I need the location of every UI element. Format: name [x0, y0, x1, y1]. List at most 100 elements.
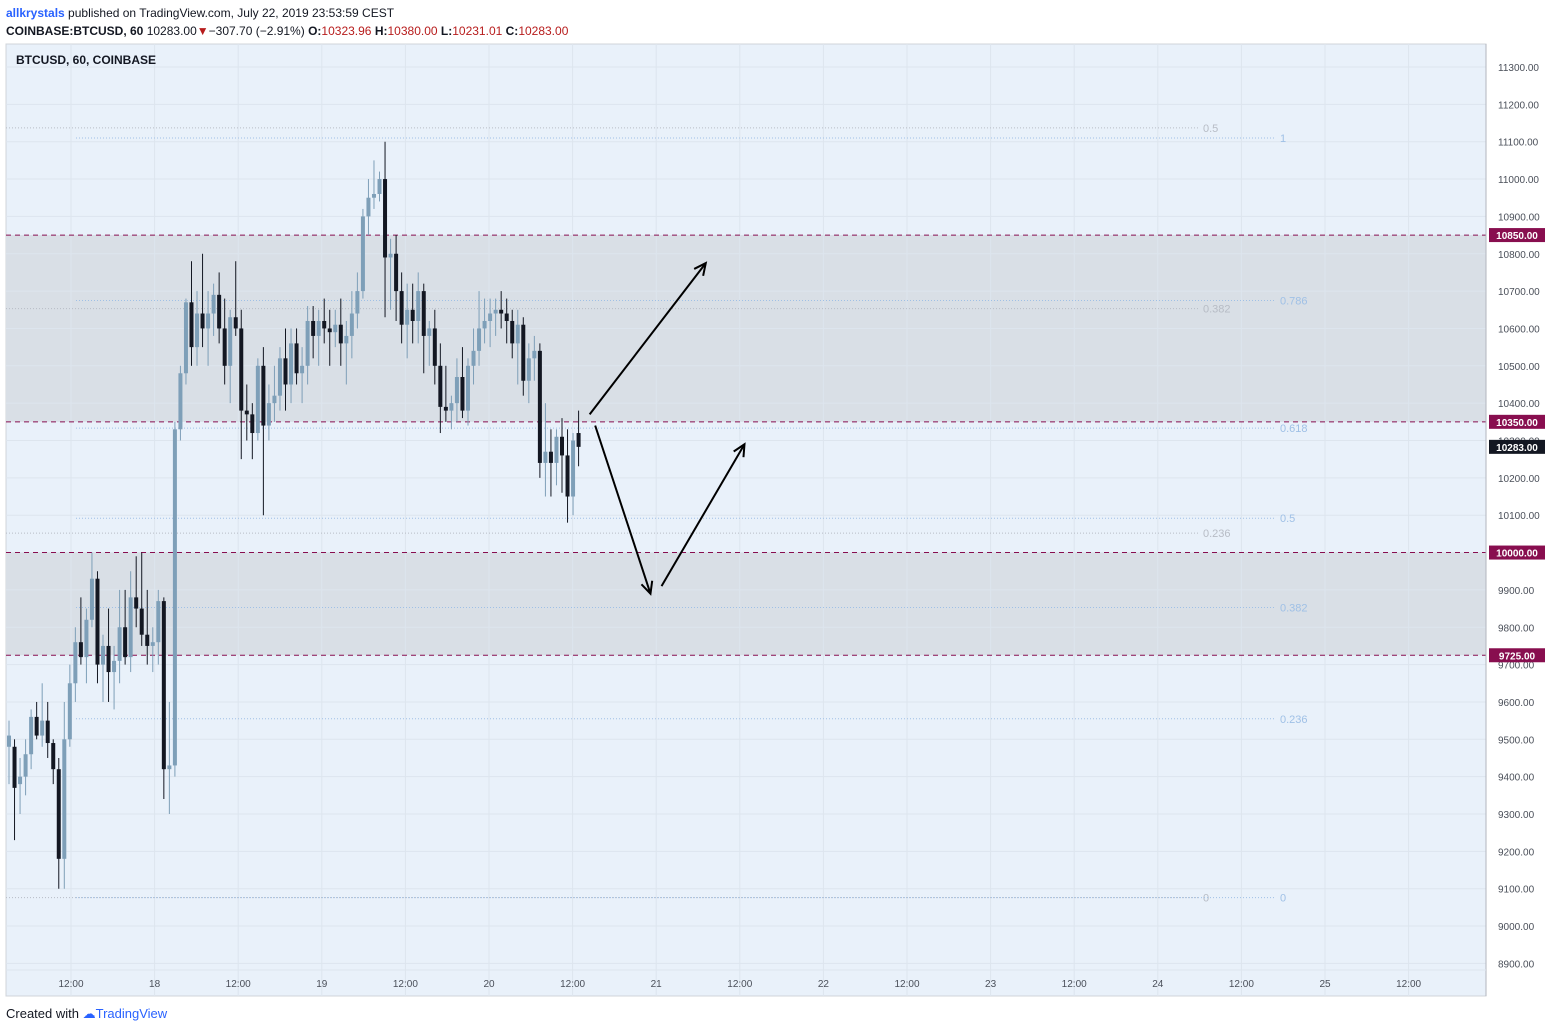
candle-body [366, 197, 371, 217]
fib-outer-label: 0.618 [1280, 423, 1308, 435]
candle-body [349, 313, 354, 336]
time-tick-label: 12:00 [58, 979, 83, 990]
fib-inner-label: 0 [1203, 893, 1209, 905]
last-price-label: 10283.00 [1496, 443, 1538, 454]
candle-body [454, 377, 459, 404]
high-value: 10380.00 [387, 24, 438, 38]
candle-body [300, 365, 305, 374]
level-price-label: 10350.00 [1496, 418, 1538, 429]
candle-body [106, 645, 111, 673]
candle-body [565, 455, 570, 497]
footer: Created with ☁TradingView [6, 1006, 167, 1022]
fib-outer-label: 0.236 [1280, 714, 1308, 726]
candle-body [45, 720, 50, 744]
price-tick-label: 9700.00 [1498, 661, 1535, 672]
open-value: 10323.96 [321, 24, 372, 38]
tradingview-brand[interactable]: TradingView [95, 1006, 168, 1021]
price-tick-label: 10200.00 [1498, 474, 1540, 485]
candle-body [161, 601, 166, 770]
price-tick-label: 9400.00 [1498, 773, 1535, 784]
price-tick-label: 8900.00 [1498, 959, 1535, 970]
candle-body [23, 754, 28, 777]
candle-body [405, 309, 410, 325]
publish-line: allkrystals published on TradingView.com… [6, 4, 568, 22]
candle-body [18, 776, 23, 785]
time-tick-label: 12:00 [1062, 979, 1087, 990]
price-tick-label: 11300.00 [1498, 63, 1539, 74]
candle-body [211, 294, 216, 314]
candle-body [172, 429, 177, 766]
arrow-head [640, 580, 654, 596]
arrow-head [693, 261, 708, 277]
candle-body [576, 433, 581, 447]
price-tick-label: 10600.00 [1498, 324, 1540, 335]
chart-header: allkrystals published on TradingView.com… [6, 4, 568, 40]
candle-body [383, 179, 388, 258]
candle-body [183, 302, 188, 374]
candle-body [40, 720, 45, 736]
candle-body [560, 436, 564, 456]
candle-body [101, 645, 106, 665]
candle-body [515, 324, 520, 344]
candle-body [410, 309, 415, 321]
arrow-head [733, 442, 746, 458]
candle-body [438, 365, 443, 407]
tradingview-logo-icon: ☁ [82, 1006, 96, 1021]
price-tick-label: 11000.00 [1498, 175, 1539, 186]
candle-body [228, 317, 233, 366]
fib-outer-label: 0.786 [1280, 295, 1308, 307]
candle-body [244, 410, 249, 415]
level-price-label: 9725.00 [1499, 651, 1536, 662]
candle-body [504, 313, 509, 321]
level-price-badge [1489, 648, 1545, 663]
candle-body [261, 365, 266, 426]
zone [6, 552, 1486, 656]
candle-body [117, 627, 122, 661]
close-value: 10283.00 [518, 24, 569, 38]
author-link[interactable]: allkrystals [6, 6, 65, 20]
time-axis[interactable]: 12:00 18 12:00 19 12:00 20 12:00 21 12:00 22 12:00… [6, 969, 1486, 990]
candle-body [78, 642, 83, 658]
price-axis[interactable]: 8900.00 9000.00 9100.00 9200.00 9300.00 9400.… [1485, 44, 1545, 996]
candle-body [471, 350, 476, 366]
symbol-label: COINBASE:BTCUSD, 60 [6, 24, 144, 38]
candle-body [222, 328, 227, 366]
fib-outer-label: 0.5 [1280, 513, 1295, 525]
projection-arrows [588, 261, 746, 596]
candle-body [537, 350, 542, 463]
level-price-badge [1489, 414, 1545, 429]
close-label: C: [505, 24, 519, 38]
candle-body [12, 746, 17, 788]
candle-body [355, 291, 360, 314]
high-label: H: [374, 24, 388, 38]
time-tick-label: 19 [316, 979, 328, 990]
candle-body [95, 578, 100, 665]
low-value: 10231.01 [452, 24, 503, 38]
candle-body [167, 765, 172, 770]
price-tick-label: 9600.00 [1498, 698, 1535, 709]
candle-body [427, 328, 432, 336]
last-price: 10283.00 [146, 24, 197, 38]
plot-area[interactable] [5, 43, 1487, 997]
price-tick-label: 11200.00 [1498, 100, 1539, 111]
price-tick-label: 10100.00 [1498, 511, 1540, 522]
candle-body [294, 343, 299, 374]
price-change: −307.70 (−2.91%) [208, 24, 305, 38]
time-tick-label: 12:00 [560, 979, 585, 990]
candle-body [56, 769, 61, 859]
arrow-line [660, 443, 746, 587]
candle-body [233, 317, 238, 329]
chart-title: BTCUSD, 60, COINBASE [16, 53, 156, 67]
fib-outer-label: 1 [1280, 133, 1286, 145]
candle-body [255, 365, 260, 434]
candles [7, 141, 581, 889]
down-triangle-icon: ▼ [196, 24, 209, 38]
candle-body [460, 377, 465, 411]
arrow-line [588, 262, 707, 415]
candle-body [29, 716, 34, 755]
candle-body [344, 335, 349, 344]
open-label: O: [308, 24, 322, 38]
candle-body [145, 634, 150, 646]
time-tick-label: 20 [483, 979, 495, 990]
